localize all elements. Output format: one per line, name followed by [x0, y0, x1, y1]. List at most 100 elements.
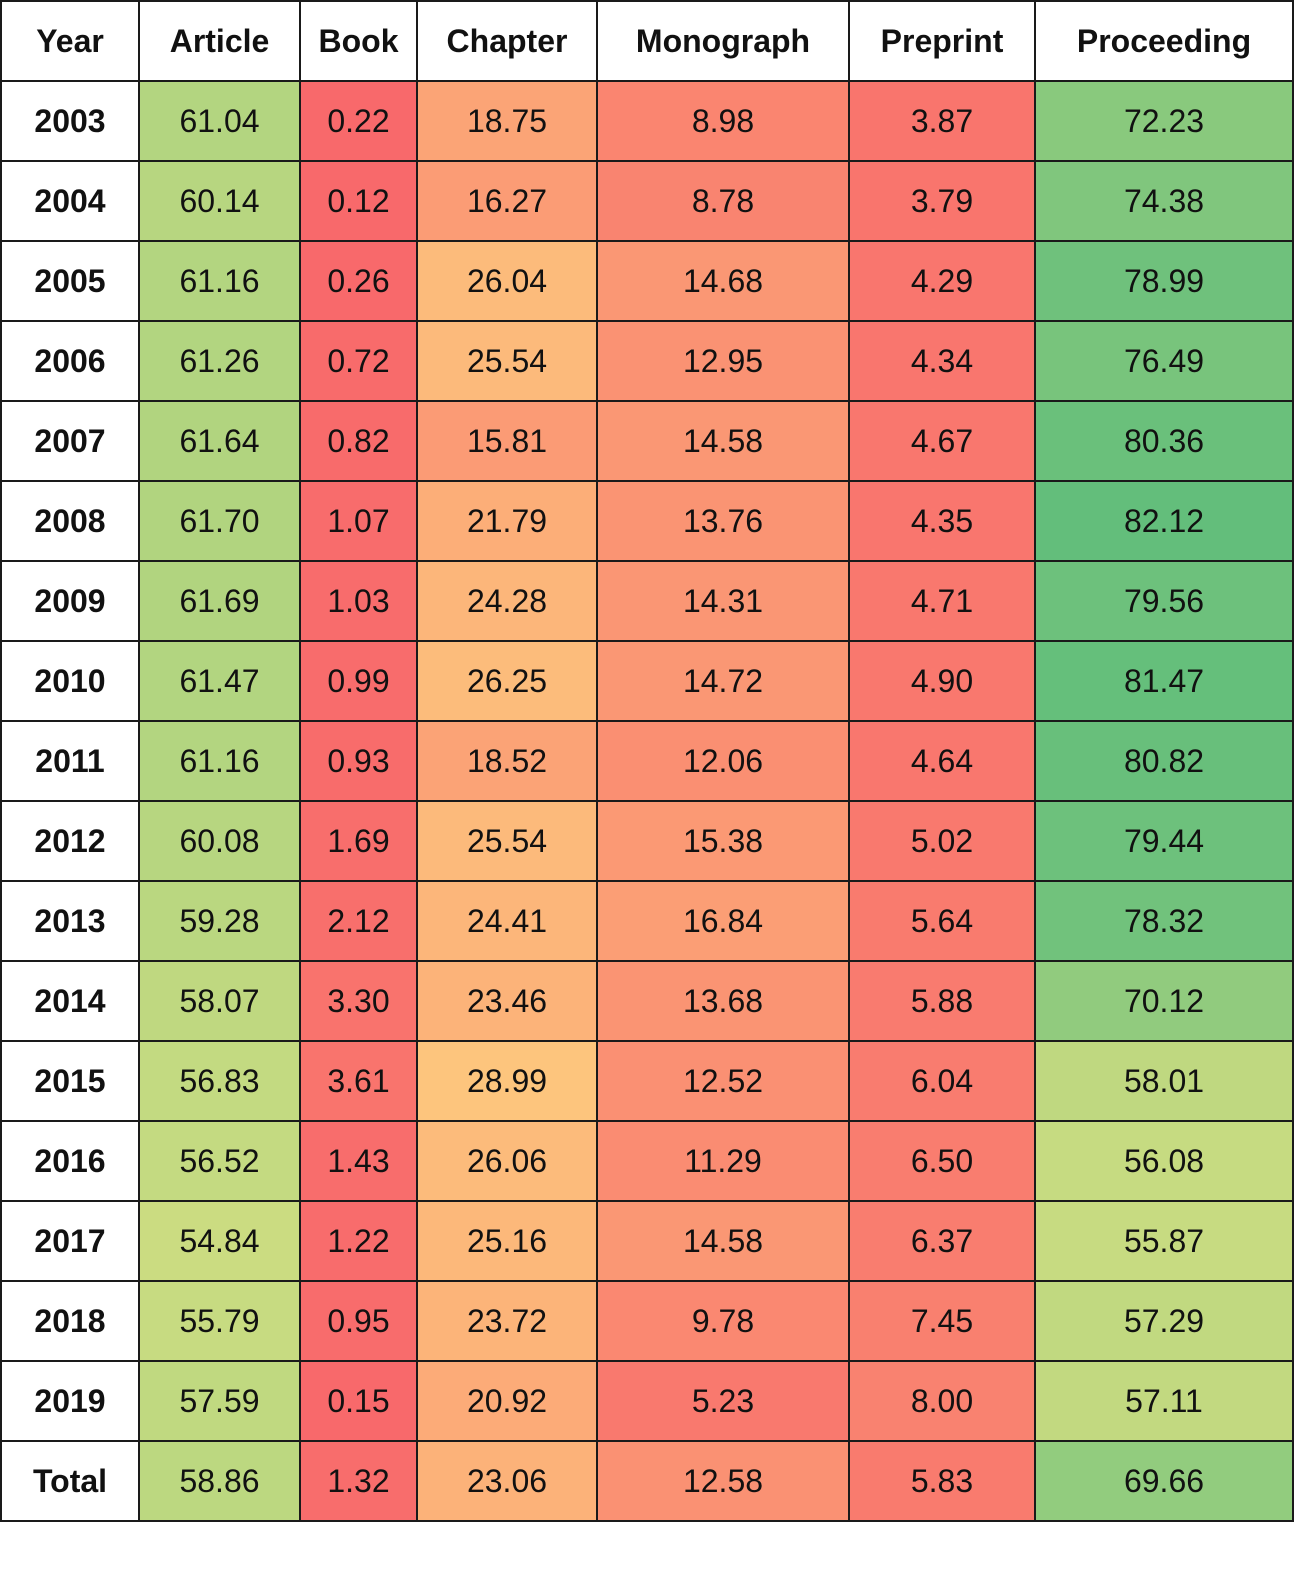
value-cell-proceeding: 79.44 — [1034, 800, 1294, 882]
value-cell-proceeding: 72.23 — [1034, 80, 1294, 162]
value-cell-chapter: 24.41 — [416, 880, 598, 962]
year-cell: 2014 — [0, 960, 140, 1042]
value-cell-chapter: 21.79 — [416, 480, 598, 562]
table-row: 2008 61.70 1.07 21.79 13.76 4.35 82.12 — [0, 480, 1294, 562]
value-cell-book: 1.07 — [299, 480, 418, 562]
value-cell-proceeding: 79.56 — [1034, 560, 1294, 642]
value-cell-monograph: 15.38 — [596, 800, 850, 882]
value-cell-monograph: 14.31 — [596, 560, 850, 642]
value-cell-article: 55.79 — [138, 1280, 301, 1362]
value-cell-article: 61.64 — [138, 400, 301, 482]
year-cell: 2012 — [0, 800, 140, 882]
value-cell-preprint: 4.90 — [848, 640, 1036, 722]
value-cell-chapter: 25.54 — [416, 800, 598, 882]
value-cell-proceeding: 74.38 — [1034, 160, 1294, 242]
year-cell: Total — [0, 1440, 140, 1522]
value-cell-preprint: 3.79 — [848, 160, 1036, 242]
year-cell: 2018 — [0, 1280, 140, 1362]
heatmap-table: Year Article Book Chapter Monograph Prep… — [0, 0, 1294, 1522]
table-row: 2010 61.47 0.99 26.25 14.72 4.90 81.47 — [0, 640, 1294, 722]
year-cell: 2006 — [0, 320, 140, 402]
value-cell-book: 0.12 — [299, 160, 418, 242]
column-header-proceeding: Proceeding — [1034, 0, 1294, 82]
value-cell-article: 56.52 — [138, 1120, 301, 1202]
value-cell-chapter: 24.28 — [416, 560, 598, 642]
column-header-article: Article — [138, 0, 301, 82]
column-header-book: Book — [299, 0, 418, 82]
table-row: 2017 54.84 1.22 25.16 14.58 6.37 55.87 — [0, 1200, 1294, 1282]
value-cell-chapter: 15.81 — [416, 400, 598, 482]
table-row: 2006 61.26 0.72 25.54 12.95 4.34 76.49 — [0, 320, 1294, 402]
value-cell-monograph: 12.52 — [596, 1040, 850, 1122]
value-cell-proceeding: 82.12 — [1034, 480, 1294, 562]
year-cell: 2016 — [0, 1120, 140, 1202]
value-cell-chapter: 16.27 — [416, 160, 598, 242]
value-cell-chapter: 25.54 — [416, 320, 598, 402]
value-cell-preprint: 5.64 — [848, 880, 1036, 962]
value-cell-monograph: 14.72 — [596, 640, 850, 722]
value-cell-monograph: 14.58 — [596, 1200, 850, 1282]
table-row: 2004 60.14 0.12 16.27 8.78 3.79 74.38 — [0, 160, 1294, 242]
value-cell-preprint: 4.71 — [848, 560, 1036, 642]
value-cell-book: 0.82 — [299, 400, 418, 482]
year-cell: 2005 — [0, 240, 140, 322]
value-cell-book: 1.32 — [299, 1440, 418, 1522]
value-cell-proceeding: 81.47 — [1034, 640, 1294, 722]
value-cell-chapter: 26.04 — [416, 240, 598, 322]
value-cell-preprint: 6.04 — [848, 1040, 1036, 1122]
value-cell-preprint: 4.35 — [848, 480, 1036, 562]
value-cell-monograph: 5.23 — [596, 1360, 850, 1442]
table-row: 2009 61.69 1.03 24.28 14.31 4.71 79.56 — [0, 560, 1294, 642]
table-row: 2018 55.79 0.95 23.72 9.78 7.45 57.29 — [0, 1280, 1294, 1362]
value-cell-proceeding: 80.36 — [1034, 400, 1294, 482]
year-cell: 2017 — [0, 1200, 140, 1282]
value-cell-chapter: 20.92 — [416, 1360, 598, 1442]
value-cell-proceeding: 57.29 — [1034, 1280, 1294, 1362]
value-cell-article: 54.84 — [138, 1200, 301, 1282]
value-cell-chapter: 26.06 — [416, 1120, 598, 1202]
value-cell-article: 58.07 — [138, 960, 301, 1042]
value-cell-article: 61.16 — [138, 720, 301, 802]
value-cell-book: 0.95 — [299, 1280, 418, 1362]
value-cell-chapter: 28.99 — [416, 1040, 598, 1122]
value-cell-preprint: 8.00 — [848, 1360, 1036, 1442]
year-cell: 2008 — [0, 480, 140, 562]
value-cell-monograph: 8.78 — [596, 160, 850, 242]
value-cell-article: 59.28 — [138, 880, 301, 962]
value-cell-article: 61.70 — [138, 480, 301, 562]
value-cell-book: 0.72 — [299, 320, 418, 402]
value-cell-preprint: 4.67 — [848, 400, 1036, 482]
table-row: 2003 61.04 0.22 18.75 8.98 3.87 72.23 — [0, 80, 1294, 162]
value-cell-article: 61.69 — [138, 560, 301, 642]
value-cell-book: 0.99 — [299, 640, 418, 722]
value-cell-proceeding: 80.82 — [1034, 720, 1294, 802]
value-cell-book: 2.12 — [299, 880, 418, 962]
value-cell-preprint: 5.83 — [848, 1440, 1036, 1522]
table-row: 2014 58.07 3.30 23.46 13.68 5.88 70.12 — [0, 960, 1294, 1042]
value-cell-chapter: 26.25 — [416, 640, 598, 722]
year-cell: 2011 — [0, 720, 140, 802]
value-cell-preprint: 7.45 — [848, 1280, 1036, 1362]
year-cell: 2015 — [0, 1040, 140, 1122]
value-cell-article: 56.83 — [138, 1040, 301, 1122]
value-cell-proceeding: 55.87 — [1034, 1200, 1294, 1282]
year-cell: 2010 — [0, 640, 140, 722]
value-cell-preprint: 6.37 — [848, 1200, 1036, 1282]
value-cell-book: 3.61 — [299, 1040, 418, 1122]
column-header-preprint: Preprint — [848, 0, 1036, 82]
value-cell-proceeding: 78.32 — [1034, 880, 1294, 962]
value-cell-preprint: 4.34 — [848, 320, 1036, 402]
value-cell-book: 0.22 — [299, 80, 418, 162]
value-cell-proceeding: 58.01 — [1034, 1040, 1294, 1122]
value-cell-preprint: 6.50 — [848, 1120, 1036, 1202]
value-cell-chapter: 23.06 — [416, 1440, 598, 1522]
value-cell-book: 0.26 — [299, 240, 418, 322]
value-cell-chapter: 23.46 — [416, 960, 598, 1042]
value-cell-article: 61.26 — [138, 320, 301, 402]
value-cell-monograph: 9.78 — [596, 1280, 850, 1362]
value-cell-proceeding: 69.66 — [1034, 1440, 1294, 1522]
year-cell: 2007 — [0, 400, 140, 482]
value-cell-article: 61.04 — [138, 80, 301, 162]
value-cell-monograph: 13.68 — [596, 960, 850, 1042]
value-cell-article: 61.16 — [138, 240, 301, 322]
